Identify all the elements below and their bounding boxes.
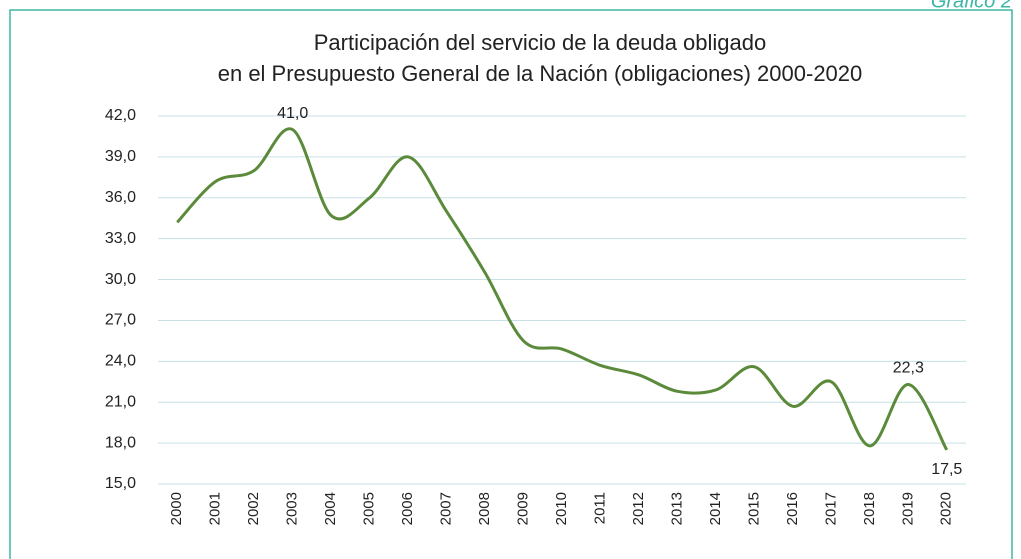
x-tick-label: 2008: [476, 492, 493, 525]
value-label: 17,5: [931, 461, 962, 478]
figure-label: Gráfico 2: [931, 0, 1012, 12]
y-tick-label: 21,0: [105, 393, 136, 410]
x-tick-label: 2005: [361, 492, 378, 525]
x-tick-label: 2014: [707, 492, 724, 525]
chart-title: en el Presupuesto General de la Nación (…: [218, 61, 863, 86]
y-tick-label: 39,0: [105, 148, 136, 165]
x-tick-label: 2017: [822, 492, 839, 525]
value-label: 22,3: [893, 360, 924, 377]
x-tick-label: 2009: [514, 492, 531, 525]
x-tick-label: 2015: [745, 492, 762, 525]
x-tick-label: 2020: [938, 492, 955, 525]
x-tick-label: 2007: [438, 492, 455, 525]
x-tick-label: 2010: [553, 492, 570, 525]
x-tick-label: 2013: [668, 492, 685, 525]
x-tick-label: 2016: [784, 492, 801, 525]
x-tick-label: 2004: [322, 492, 339, 525]
x-tick-label: 2000: [168, 492, 185, 525]
y-tick-label: 30,0: [105, 271, 136, 288]
y-tick-label: 36,0: [105, 189, 136, 206]
value-label: 41,0: [277, 105, 308, 122]
y-tick-label: 27,0: [105, 312, 136, 329]
x-tick-label: 2001: [207, 492, 224, 525]
x-tick-label: 2003: [284, 492, 301, 525]
x-tick-label: 2011: [591, 492, 608, 524]
x-tick-label: 2018: [861, 492, 878, 525]
x-tick-label: 2019: [899, 492, 916, 525]
x-tick-label: 2002: [245, 492, 262, 525]
y-tick-label: 33,0: [105, 230, 136, 247]
line: [176, 127, 949, 451]
x-tick-label: 2006: [399, 492, 416, 525]
y-tick-label: 24,0: [105, 353, 136, 370]
y-tick-label: 15,0: [105, 475, 136, 492]
chart-frame: [9, 9, 1013, 559]
chart-title: Participación del servicio de la deuda o…: [314, 30, 767, 55]
x-tick-label: 2012: [630, 492, 647, 525]
y-tick-label: 18,0: [105, 434, 136, 451]
y-tick-label: 42,0: [105, 107, 136, 124]
